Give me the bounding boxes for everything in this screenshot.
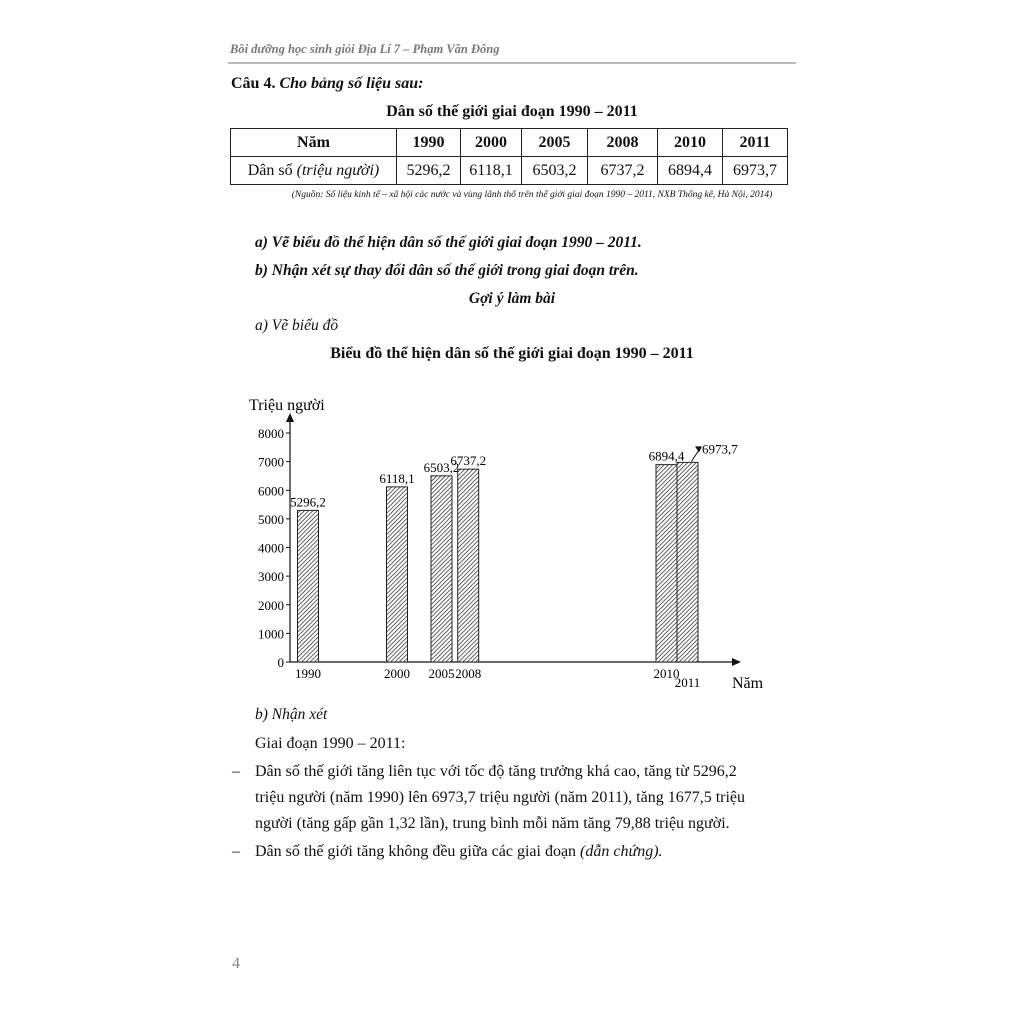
y-tick-label: 6000 <box>258 483 284 498</box>
x-axis-arrow-icon <box>732 658 741 666</box>
running-header: Bồi dưỡng học sinh giỏi Địa Lí 7 – Phạm … <box>230 42 500 56</box>
bullet1-line: Dân số thế giới tăng liên tục với tốc độ… <box>255 763 737 780</box>
y-axis-label: Triệu người <box>249 397 325 414</box>
header-cell: 2011 <box>722 128 788 157</box>
y-tick-label: 4000 <box>258 541 284 556</box>
bullet-dash: – <box>232 763 240 780</box>
value-cell: 6973,7 <box>722 156 788 185</box>
header-rule <box>228 62 796 64</box>
x-tick-label: 2011 <box>675 675 701 690</box>
table-title: Dân số thế giới giai đoạn 1990 – 2011 <box>386 103 638 120</box>
bar-2005 <box>430 475 453 663</box>
question-heading: Câu 4. Cho bảng số liệu sau: <box>231 75 424 93</box>
y-tick-label: 3000 <box>258 569 284 584</box>
x-tick-label: 2005 <box>429 666 455 681</box>
data-label: 6973,7 <box>702 441 738 456</box>
bullet2-text: Dân số thế giới tăng không đều giữa các … <box>255 843 581 860</box>
y-tick-label: 7000 <box>258 455 284 470</box>
bar-2000 <box>386 486 408 663</box>
answer-part-b: b) Nhận xét <box>255 706 328 723</box>
question-prompt: Cho bảng số liệu sau: <box>279 75 424 92</box>
data-label: 6737,2 <box>450 453 486 468</box>
bullet1-line: triệu người (năm 1990) lên 6973,7 triệu … <box>255 789 746 806</box>
page-number: 4 <box>232 955 240 972</box>
chart-title: Biểu đồ thể hiện dân số thế giới giai đo… <box>330 345 694 362</box>
task-b: b) Nhận xét sự thay đổi dân số thế giới … <box>255 262 639 279</box>
y-tick-label: 2000 <box>258 598 284 613</box>
x-tick-label: 2008 <box>455 666 481 681</box>
bullet-dash: – <box>232 843 240 860</box>
table-row: Dân số (triệu người) 5296,2 6118,1 6503,… <box>230 156 788 185</box>
leader-arrow-icon <box>695 446 702 453</box>
value-cell: 5296,2 <box>396 156 461 185</box>
bullet2: Dân số thế giới tăng không đều giữa các … <box>255 843 663 861</box>
y-tick-label: 8000 <box>258 426 284 441</box>
row-label-unit: (triệu người) <box>296 161 380 179</box>
data-label: 6894,4 <box>649 449 685 464</box>
x-axis-label: Năm <box>732 675 764 692</box>
bullet2-italic: (dẫn chứng). <box>580 843 663 860</box>
data-label: 5296,2 <box>290 494 326 509</box>
value-cell: 6737,2 <box>587 156 658 185</box>
value-cell: 6503,2 <box>521 156 588 185</box>
x-tick-label: 2000 <box>384 666 410 681</box>
x-tick-label: 1990 <box>295 666 321 681</box>
task-a: a) Vẽ biểu đồ thể hiện dân số thế giới g… <box>255 234 642 251</box>
table-source: (Nguồn: Số liệu kinh tế – xã hội các nướ… <box>291 190 773 200</box>
row-label: Dân số (triệu người) <box>230 156 397 185</box>
bar-1990 <box>297 509 319 663</box>
data-label: 6118,1 <box>379 471 414 486</box>
x-tick-label: 2010 <box>654 666 680 681</box>
population-table: Năm 1990 2000 2005 2008 2010 2011 Dân số… <box>230 128 788 185</box>
y-tick-label: 1000 <box>258 626 284 641</box>
header-cell: 2000 <box>460 128 522 157</box>
value-cell: 6894,4 <box>657 156 723 185</box>
bar-2011 <box>676 461 699 663</box>
answer-part-a: a) Vẽ biểu đồ <box>255 317 339 334</box>
header-cell: 2005 <box>521 128 588 157</box>
bullet1-line: người (tăng gấp gần 1,32 lần), trung bìn… <box>255 815 730 832</box>
bar-2008 <box>457 468 480 663</box>
header-cell-year-label: Năm <box>230 128 397 157</box>
value-cell: 6118,1 <box>460 156 522 185</box>
y-tick-label: 0 <box>278 655 285 670</box>
y-tick-label: 5000 <box>258 512 284 527</box>
answer-heading: Gợi ý làm bài <box>468 290 556 307</box>
header-cell: 2008 <box>587 128 658 157</box>
row-label-main: Dân số <box>247 161 297 179</box>
bar-2010 <box>655 464 678 663</box>
y-axis-arrow-icon <box>286 413 294 422</box>
question-label: Câu 4. <box>231 75 276 92</box>
period-label: Giai đoạn 1990 – 2011: <box>255 735 406 752</box>
data-label: 6503,2 <box>424 460 460 475</box>
